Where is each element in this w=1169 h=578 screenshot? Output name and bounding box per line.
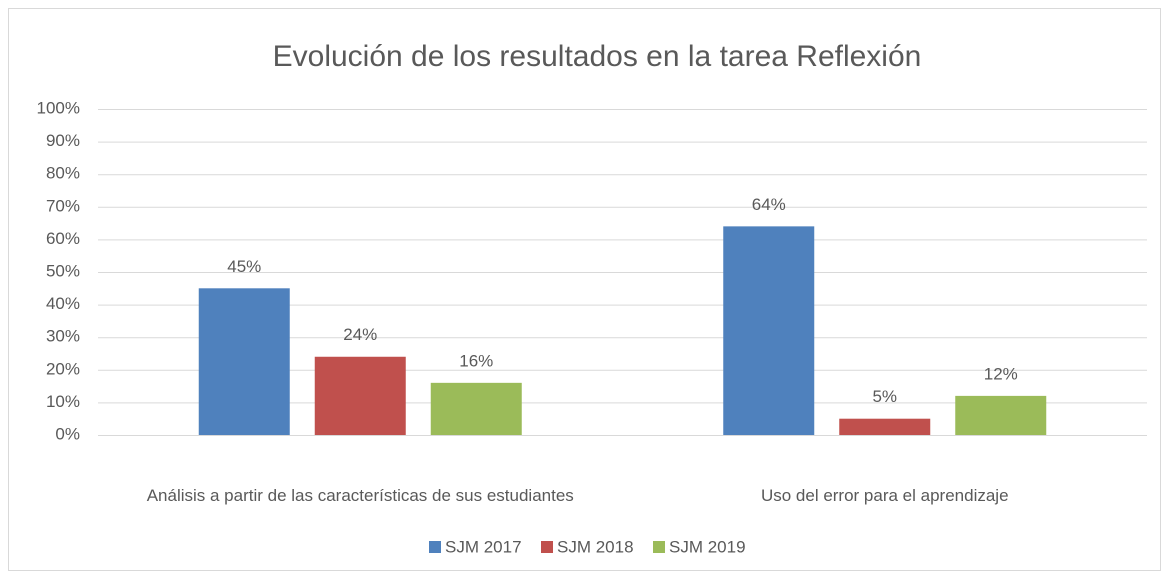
legend-swatch <box>653 541 665 553</box>
y-tick-label: 100% <box>37 98 80 117</box>
chart-title: Evolución de los resultados en la tarea … <box>273 40 922 73</box>
legend-label: SJM 2019 <box>669 537 746 556</box>
data-label: 24% <box>343 325 377 344</box>
bar <box>430 382 522 435</box>
y-tick-label: 10% <box>46 392 80 411</box>
x-tick-label: Análisis a partir de las características… <box>146 486 574 505</box>
data-label: 12% <box>984 364 1018 383</box>
y-tick-label: 80% <box>46 164 80 183</box>
legend-swatch <box>541 541 553 553</box>
bar <box>955 395 1047 435</box>
legend-label: SJM 2018 <box>557 537 634 556</box>
bar <box>723 226 815 435</box>
y-tick-label: 30% <box>46 327 80 346</box>
data-label: 5% <box>872 387 897 406</box>
y-tick-label: 0% <box>55 424 80 443</box>
x-tick-label: Uso del error para el aprendizaje <box>760 486 1009 505</box>
bar <box>314 356 406 435</box>
data-label: 16% <box>459 351 493 370</box>
y-tick-label: 40% <box>46 294 80 313</box>
bar <box>839 418 931 435</box>
data-label: 45% <box>227 257 261 276</box>
y-tick-label: 20% <box>46 359 80 378</box>
data-label: 64% <box>752 195 786 214</box>
legend-label: SJM 2017 <box>445 537 522 556</box>
bar <box>198 288 290 435</box>
y-tick-label: 70% <box>46 196 80 215</box>
y-tick-label: 50% <box>46 261 80 280</box>
legend-swatch <box>429 541 441 553</box>
y-tick-label: 90% <box>46 131 80 150</box>
y-tick-label: 60% <box>46 229 80 248</box>
